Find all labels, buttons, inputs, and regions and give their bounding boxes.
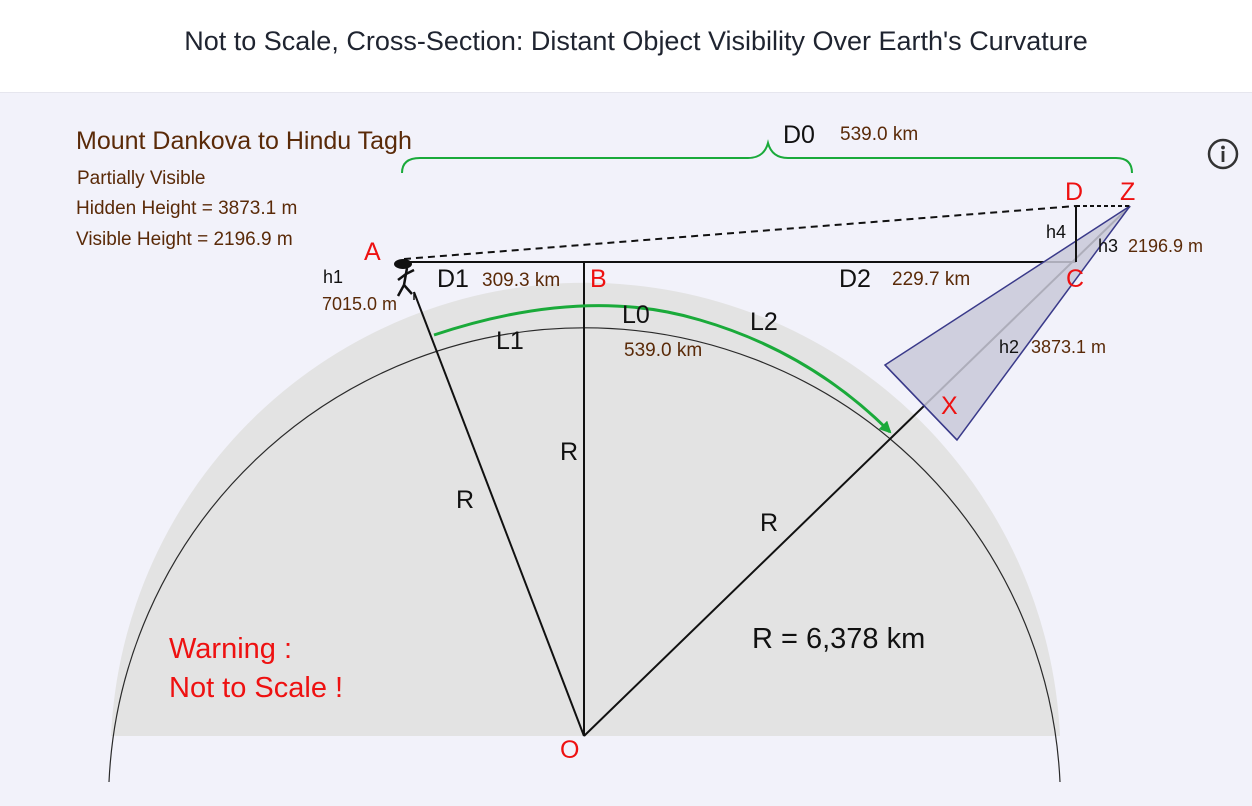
visible-height-text: Visible Height = 2196.9 m [76, 229, 293, 250]
d0-bracket [401, 139, 1133, 174]
warning-line-1: Warning : [169, 633, 292, 665]
d0-label: D0 [783, 121, 815, 149]
radius-label-ob: R [560, 438, 578, 466]
radius-value: R = 6,378 km [752, 623, 925, 655]
line-of-sight-dashed [403, 205, 1077, 260]
wedge-base-line [884, 364, 958, 441]
route-title: Mount Dankova to Hindu Tagh [76, 127, 412, 155]
d1-value: 309.3 km [482, 270, 560, 291]
d0-value: 539.0 km [840, 124, 918, 145]
point-x-label: X [941, 392, 958, 420]
h3-value: 2196.9 m [1128, 236, 1203, 256]
hidden-height-text: Hidden Height = 3873.1 m [76, 198, 297, 219]
l1-label: L1 [496, 327, 524, 355]
point-b-label: B [590, 265, 607, 293]
l2-label: L2 [750, 308, 778, 336]
visibility-wedge [883, 205, 1131, 442]
observer-figure-icon [394, 259, 415, 297]
h2-value: 3873.1 m [1031, 337, 1106, 357]
point-o-label: O [560, 736, 579, 764]
page-title: Not to Scale, Cross-Section: Distant Obj… [184, 26, 1088, 56]
radius-label-oa: R [456, 486, 474, 514]
d2-value: 229.7 km [892, 269, 970, 290]
l0-label: L0 [622, 301, 650, 329]
warning-line-2: Not to Scale ! [169, 672, 343, 704]
header-bar: Not to Scale, Cross-Section: Distant Obj… [0, 0, 1252, 93]
radius-line-oa [413, 291, 585, 737]
h4-label: h4 [1046, 222, 1066, 242]
point-a-label: A [364, 238, 381, 266]
visibility-status: Partially Visible [77, 168, 205, 189]
radius-label-oz: R [760, 509, 778, 537]
h1-value: 7015.0 m [322, 294, 397, 314]
d2-label: D2 [839, 265, 871, 293]
point-z-label: Z [1120, 178, 1135, 206]
h2-label: h2 [999, 337, 1019, 357]
earth-fill [111, 282, 1060, 736]
l0-value: 539.0 km [624, 340, 702, 361]
info-circle-icon[interactable] [1206, 137, 1240, 171]
d1-label: D1 [437, 265, 469, 293]
h1-label: h1 [323, 267, 343, 287]
point-c-label: C [1066, 265, 1084, 293]
l0-arc-arrow [433, 304, 892, 434]
point-d-label: D [1065, 178, 1083, 206]
h3-label: h3 [1098, 236, 1118, 256]
